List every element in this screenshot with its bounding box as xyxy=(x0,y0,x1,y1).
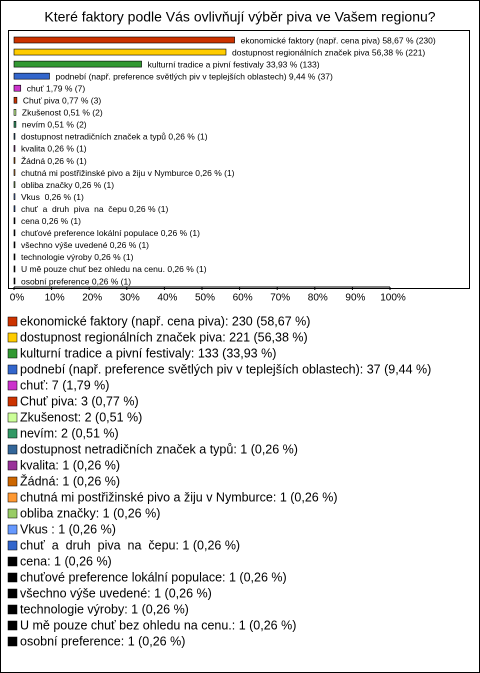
x-tick-label: 70% xyxy=(270,293,290,304)
bar-label: chuť a druh piva na čepu 0,26 % (1) xyxy=(21,204,168,214)
bar xyxy=(13,277,16,285)
legend-swatch xyxy=(7,380,18,391)
x-tick-label: 90% xyxy=(345,293,365,304)
bar xyxy=(13,121,17,128)
legend-label: chuť: 7 (1,79 %) xyxy=(20,378,109,392)
legend-label: Chuť piva: 3 (0,77 %) xyxy=(20,394,139,408)
bar xyxy=(13,96,18,104)
legend-swatch xyxy=(7,316,18,327)
bar xyxy=(13,241,16,249)
legend-swatch xyxy=(7,620,18,631)
legend-swatch xyxy=(7,508,18,519)
bar xyxy=(13,133,16,140)
bar-label: ekonomické faktory (např. cena piva) 58,… xyxy=(241,35,436,45)
legend-label: Vkus : 1 (0,26 %) xyxy=(20,522,116,536)
legend-label: chuť a druh piva na čepu: 1 (0,26 %) xyxy=(20,538,240,552)
chart-title: Které faktory podle Vás ovlivňují výběr … xyxy=(44,9,435,25)
legend-label: všechno výše uvedené: 1 (0,26 %) xyxy=(20,586,212,600)
bar-label: cena 0,26 % (1) xyxy=(21,216,81,226)
bar xyxy=(13,265,16,273)
legend-label: nevím: 2 (0,51 %) xyxy=(20,426,119,440)
legend-label: ekonomické faktory (např. cena piva): 23… xyxy=(20,314,310,328)
legend-label: cena: 1 (0,26 %) xyxy=(20,554,112,568)
legend-swatch xyxy=(7,572,18,583)
legend-swatch xyxy=(7,556,18,567)
legend-label: kvalita: 1 (0,26 %) xyxy=(20,458,120,472)
x-tick-label: 0% xyxy=(10,293,25,304)
x-tick-label: 10% xyxy=(45,293,65,304)
x-tick-label: 80% xyxy=(308,293,328,304)
bar xyxy=(13,205,16,212)
bar-label: kulturní tradice a pivní festivaly 33,93… xyxy=(148,59,320,69)
bar-label: chuťové preference lokální populace 0,26… xyxy=(21,228,200,238)
bar-label: kvalita 0,26 % (1) xyxy=(21,144,87,154)
legend-swatch xyxy=(7,460,18,471)
bar-label: všechno výše uvedené 0,26 % (1) xyxy=(21,240,149,250)
legend-swatch xyxy=(7,492,18,503)
legend-label: kulturní tradice a pivní festivaly: 133 … xyxy=(20,346,276,360)
legend-swatch xyxy=(7,524,18,535)
bar-label: obliba značky 0,26 % (1) xyxy=(21,180,114,190)
bar xyxy=(13,145,16,152)
bar xyxy=(13,72,50,80)
bar xyxy=(13,253,16,261)
legend-swatch xyxy=(7,428,18,439)
bar xyxy=(13,181,16,188)
legend-label: chuťové preference lokální populace: 1 (… xyxy=(20,570,287,584)
x-tick-label: 100% xyxy=(380,293,406,304)
legend-swatch xyxy=(7,364,18,375)
bar xyxy=(13,36,235,44)
bar-label: dostupnost netradičních značek a typů 0,… xyxy=(21,132,208,142)
bar-label: dostupnost regionálních značek piva 56,3… xyxy=(232,47,425,57)
legend-swatch xyxy=(7,636,18,647)
legend-label: chutná mi postřižinské pivo a žiju v Nym… xyxy=(20,490,338,504)
plot-frame xyxy=(8,30,470,289)
legend-label: dostupnost netradičních značek a typů: 1… xyxy=(20,442,298,456)
legend-label: osobní preference: 1 (0,26 %) xyxy=(20,634,185,648)
bar xyxy=(13,109,17,116)
legend-label: podnebí (např. preference světlých piv v… xyxy=(20,362,431,376)
x-tick-label: 50% xyxy=(195,293,215,304)
bar-label: osobní preference 0,26 % (1) xyxy=(21,276,131,286)
bar-label: technologie výroby 0,26 % (1) xyxy=(21,252,134,262)
legend-swatch xyxy=(7,476,18,487)
bar xyxy=(13,229,16,237)
legend-label: U mě pouze chuť bez ohledu na cenu.: 1 (… xyxy=(20,618,296,632)
bar xyxy=(13,84,22,92)
bar xyxy=(13,48,227,56)
legend-label: dostupnost regionálních značek piva: 221… xyxy=(20,330,308,344)
legend-swatch xyxy=(7,412,18,423)
bar-label: Chuť piva 0,77 % (3) xyxy=(23,96,101,106)
bar-label: nevím 0,51 % (2) xyxy=(22,120,87,130)
bar xyxy=(13,169,16,176)
x-tick-label: 30% xyxy=(120,293,140,304)
legend-swatch xyxy=(7,332,18,343)
bar-label: U mě pouze chuť bez ohledu na cenu. 0,26… xyxy=(21,264,207,274)
x-tick-label: 20% xyxy=(82,293,102,304)
bar xyxy=(13,193,16,200)
bar-label: chutná mi postřižinské pivo a žiju v Nym… xyxy=(21,168,235,178)
legend-swatch xyxy=(7,540,18,551)
legend-swatch xyxy=(7,604,18,615)
bar-label: Zkušenost 0,51 % (2) xyxy=(22,108,103,118)
legend-label: obliba značky: 1 (0,26 %) xyxy=(20,506,160,520)
bar-label: Žádná 0,26 % (1) xyxy=(21,156,87,166)
bar xyxy=(13,217,16,225)
legend-swatch xyxy=(7,396,18,407)
legend-swatch xyxy=(7,348,18,359)
bar-label: podnebí (např. preference světlých piv v… xyxy=(55,71,333,81)
legend-swatch xyxy=(7,444,18,455)
bar xyxy=(13,60,142,68)
bar-label: Vkus 0,26 % (1) xyxy=(21,192,84,202)
legend-swatch xyxy=(7,588,18,599)
legend-label: technologie výroby: 1 (0,26 %) xyxy=(20,602,189,616)
legend-label: Žádná: 1 (0,26 %) xyxy=(20,473,120,488)
x-tick-label: 40% xyxy=(157,293,177,304)
bar-label: chuť 1,79 % (7) xyxy=(27,83,86,93)
bar xyxy=(13,157,16,164)
x-tick-label: 60% xyxy=(233,293,253,304)
legend-label: Zkušenost: 2 (0,51 %) xyxy=(20,410,142,424)
